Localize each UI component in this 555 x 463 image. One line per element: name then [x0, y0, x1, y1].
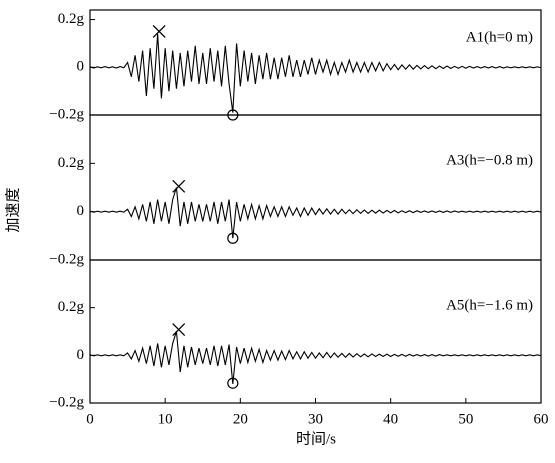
max-marker-stroke — [172, 323, 186, 337]
y-tick-label: 0 — [77, 203, 85, 219]
max-marker-stroke — [152, 25, 166, 38]
y-tick-label: 0.2g — [58, 155, 85, 171]
y-tick-label: 0.2g — [58, 299, 85, 315]
panel-label: A1(h=0 m) — [466, 29, 533, 45]
panel-frame — [89, 259, 542, 404]
y-tick-label: −0.2g — [49, 394, 84, 410]
max-marker — [172, 179, 186, 193]
min-marker — [227, 232, 239, 244]
min-marker — [227, 377, 239, 389]
panel-frame — [89, 114, 542, 261]
signal-line — [89, 331, 542, 384]
y-tick-label: −0.2g — [49, 106, 84, 122]
y-axis-label: 加速度 — [4, 187, 21, 232]
panel-label: A3(h=−0.8 m) — [446, 152, 533, 168]
signal-line — [89, 33, 542, 113]
max-marker-stroke — [172, 179, 186, 193]
x-tick-label: 10 — [158, 411, 173, 427]
max-marker — [172, 323, 186, 337]
x-tick-label: 30 — [308, 411, 323, 427]
max-marker — [152, 25, 166, 38]
x-tick-label: 50 — [458, 411, 473, 427]
x-tick-label: 20 — [233, 411, 248, 427]
x-tick-label: 60 — [534, 411, 549, 427]
x-tick-label: 40 — [383, 411, 398, 427]
panel-label: A5(h=−1.6 m) — [446, 297, 533, 313]
y-tick-label: 0 — [77, 59, 85, 75]
y-tick-label: 0.2g — [58, 11, 85, 27]
x-axis-label: 时间/s — [296, 430, 336, 447]
signal-line — [89, 187, 542, 239]
x-tick-label: 0 — [86, 411, 94, 427]
y-tick-label: −0.2g — [49, 251, 84, 267]
panel-frame — [89, 9, 542, 116]
y-tick-label: 0 — [77, 347, 85, 363]
